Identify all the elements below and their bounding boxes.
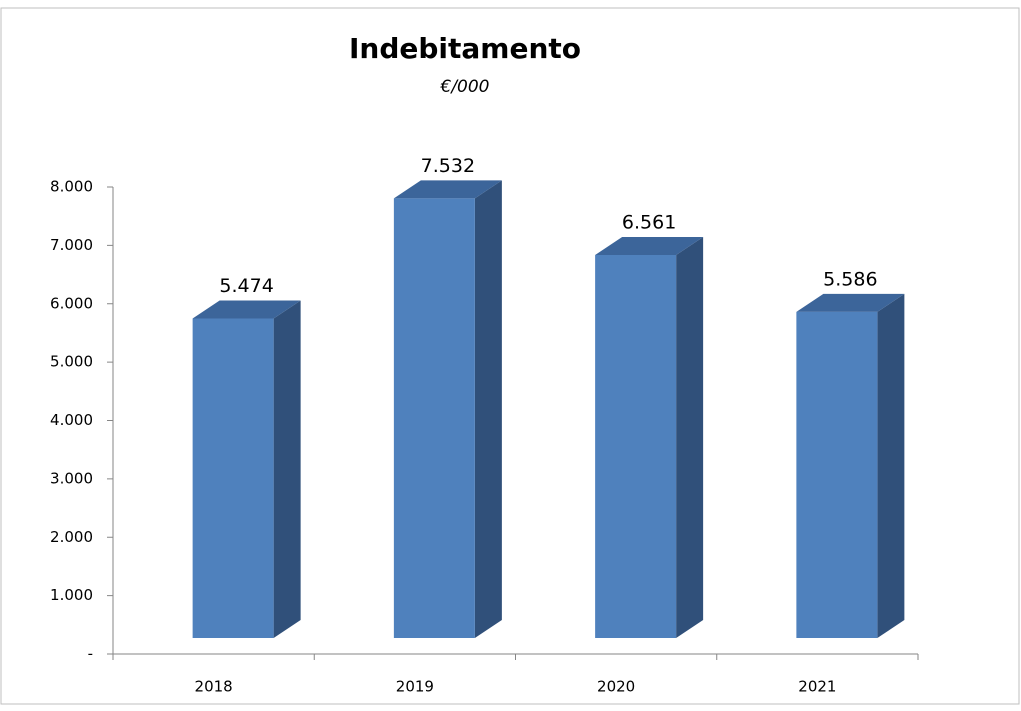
y-tick-label: 5.000 (50, 353, 93, 371)
x-tick-label: 2021 (798, 678, 836, 696)
data-label: 7.532 (421, 155, 475, 177)
y-tick-label: 7.000 (50, 236, 93, 254)
y-tick-label: 2.000 (50, 528, 93, 546)
x-tick-label: 2018 (195, 678, 233, 696)
data-label: 5.474 (219, 275, 273, 297)
bar-side (676, 237, 704, 638)
data-label: 5.586 (823, 268, 877, 290)
y-tick-label: 8.000 (50, 178, 93, 196)
x-tick-label: 2019 (396, 678, 434, 696)
bar (393, 180, 502, 638)
bar-top (192, 300, 301, 319)
bar-front (796, 311, 878, 638)
bar-top (393, 180, 502, 199)
bar (192, 300, 301, 638)
bar (595, 237, 704, 638)
bar-front (595, 255, 677, 638)
bar-top (796, 293, 905, 312)
bar-side (273, 300, 301, 638)
chart-subtitle: €/000 (440, 77, 490, 97)
y-tick-label: 4.000 (50, 411, 93, 429)
data-label: 6.561 (622, 212, 676, 234)
bar-front (192, 318, 274, 638)
x-tick-label: 2020 (597, 678, 635, 696)
bar-side (877, 293, 905, 638)
chart-title: Indebitamento (349, 32, 581, 65)
bar-front (393, 198, 475, 638)
bar (796, 293, 905, 638)
bar-side (474, 180, 502, 638)
bar-top (595, 237, 704, 256)
y-tick-label: 6.000 (50, 294, 93, 312)
y-tick-label: 1.000 (50, 586, 93, 604)
y-tick-label: 3.000 (50, 469, 93, 487)
y-tick-label: - (88, 645, 93, 663)
